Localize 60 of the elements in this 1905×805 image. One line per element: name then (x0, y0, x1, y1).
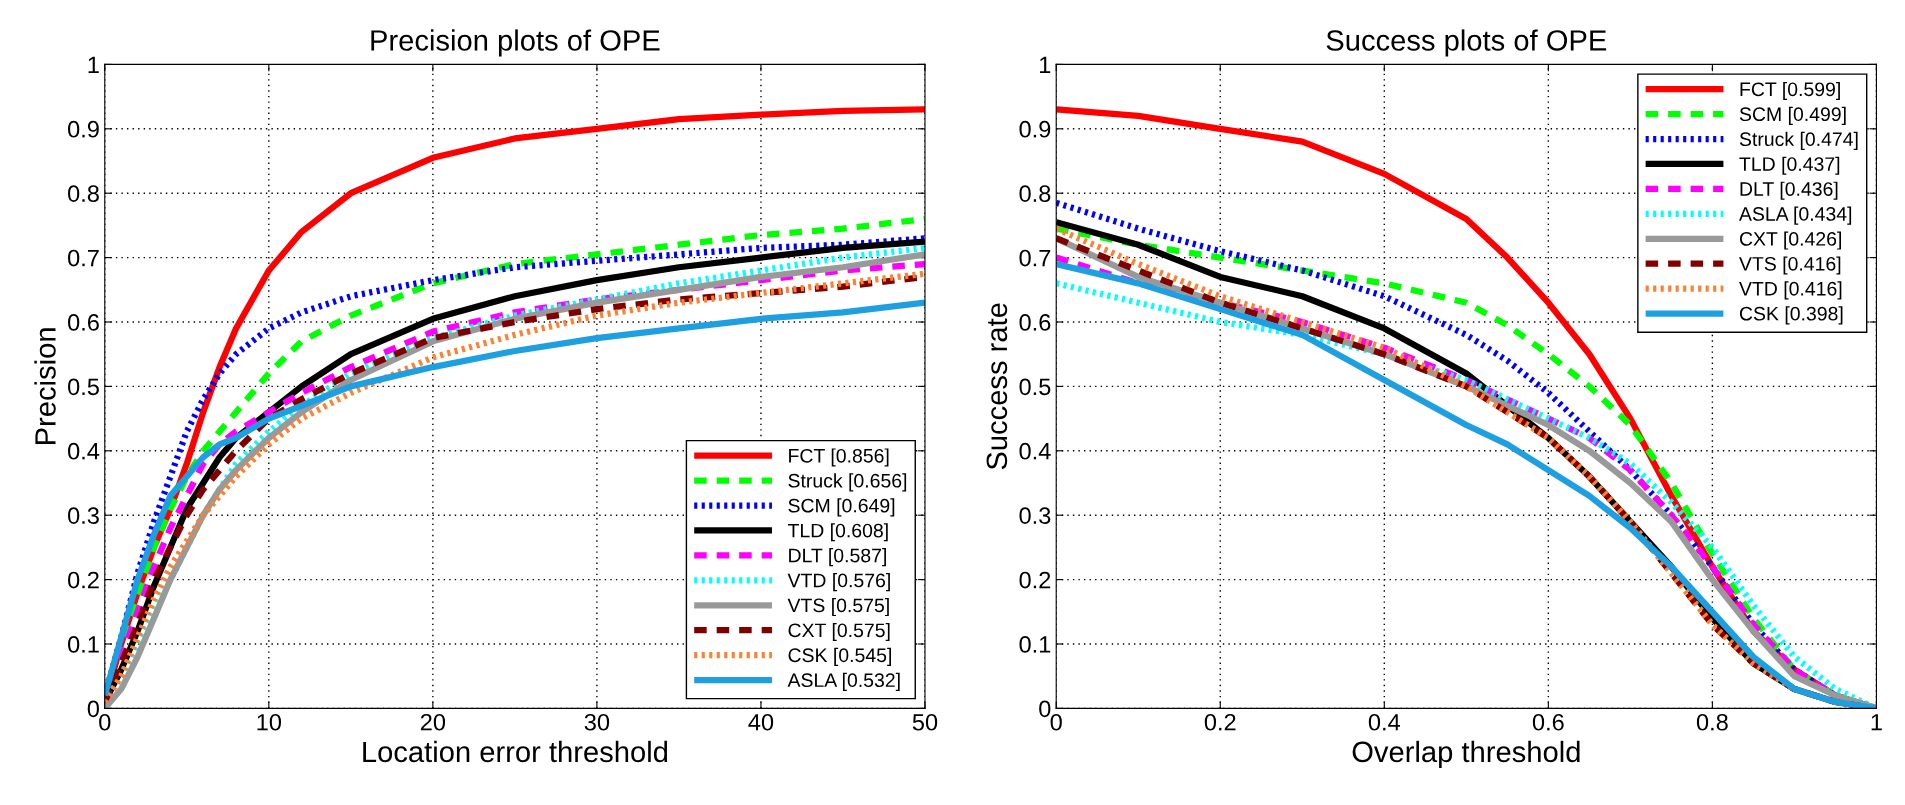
legend-label: SCM [0.649] (788, 498, 895, 517)
legend-label: FCT [0.599] (1740, 81, 1840, 101)
x-tick-label: 0.6 (1532, 713, 1564, 731)
y-tick-label: 0.6 (1019, 314, 1051, 331)
y-tick-label: 0.7 (68, 249, 99, 267)
x-tick-label: 50 (912, 713, 938, 731)
legend-label: TLD [0.437] (1739, 156, 1840, 175)
legend-label: Struck [0.656] (788, 473, 907, 492)
x-tick-label: 1 (1871, 714, 1882, 731)
y-tick-label: 1 (88, 56, 99, 73)
x-tick-label: 0 (1050, 713, 1062, 731)
legend-label: DLT [0.587] (789, 548, 886, 567)
x-tick-label: 20 (420, 713, 446, 731)
x-tick-label: 0 (99, 713, 111, 731)
x-tick-label: 30 (584, 713, 610, 731)
legend-label: VTD [0.576] (787, 573, 890, 592)
y-tick-label: 0.2 (1019, 571, 1051, 589)
legend-label: DLT [0.436] (1740, 181, 1838, 200)
y-axis-title: Success rate (986, 303, 1008, 470)
y-tick-label: 0.7 (1019, 249, 1051, 267)
x-tick-label: 0.4 (1368, 713, 1401, 731)
x-tick-label: 0.2 (1204, 713, 1236, 731)
y-tick-label: 0.3 (1019, 507, 1051, 524)
y-tick-label: 0.4 (68, 442, 100, 460)
y-tick-label: 0.8 (68, 185, 99, 202)
legend-label: CSK [0.545] (788, 647, 891, 666)
legend-label: CXT [0.575] (788, 622, 890, 642)
y-tick-label: 0.2 (68, 571, 99, 589)
y-tick-label: 0.1 (1019, 636, 1051, 653)
legend-label: VTS [0.416] (1739, 256, 1841, 275)
y-tick-label: 0.4 (1019, 442, 1051, 460)
chart-title: Precision plots of OPE (371, 29, 660, 57)
legend-label: ASLA [0.434] (1739, 206, 1852, 225)
y-tick-label: 1 (1040, 56, 1051, 73)
y-tick-label: 0.3 (68, 507, 99, 524)
chart-title: Success plots of OPE (1326, 29, 1607, 57)
legend-label: ASLA [0.532] (787, 672, 900, 691)
x-axis-title: Location error threshold (363, 740, 668, 763)
legend-label: VTS [0.575] (787, 597, 889, 617)
y-tick-label: 0.5 (68, 378, 99, 396)
legend-label: VTD [0.416] (1739, 281, 1842, 300)
legend-label: SCM [0.499] (1739, 106, 1846, 125)
legend-label: TLD [0.608] (787, 523, 888, 542)
y-tick-label: 0 (1039, 700, 1051, 718)
y-tick-label: 0.1 (68, 636, 99, 653)
legend-label: CXT [0.426] (1739, 231, 1841, 250)
x-tick-label: 40 (748, 713, 774, 731)
x-tick-label: 10 (257, 713, 282, 731)
y-tick-label: 0.9 (68, 120, 99, 138)
y-tick-label: 0 (87, 700, 99, 718)
legend-label: CSK [0.398] (1739, 306, 1843, 325)
y-tick-label: 0.9 (1019, 120, 1051, 138)
x-axis-title: Overlap threshold (1352, 740, 1580, 769)
legend-label: Struck [0.474] (1739, 131, 1858, 150)
x-tick-label: 0.8 (1696, 713, 1728, 731)
y-axis-title: Precision (34, 328, 56, 444)
legend-label: FCT [0.856] (789, 448, 889, 467)
y-tick-label: 0.6 (68, 314, 99, 331)
y-tick-label: 0.8 (1019, 185, 1051, 202)
y-tick-label: 0.5 (1019, 378, 1051, 396)
